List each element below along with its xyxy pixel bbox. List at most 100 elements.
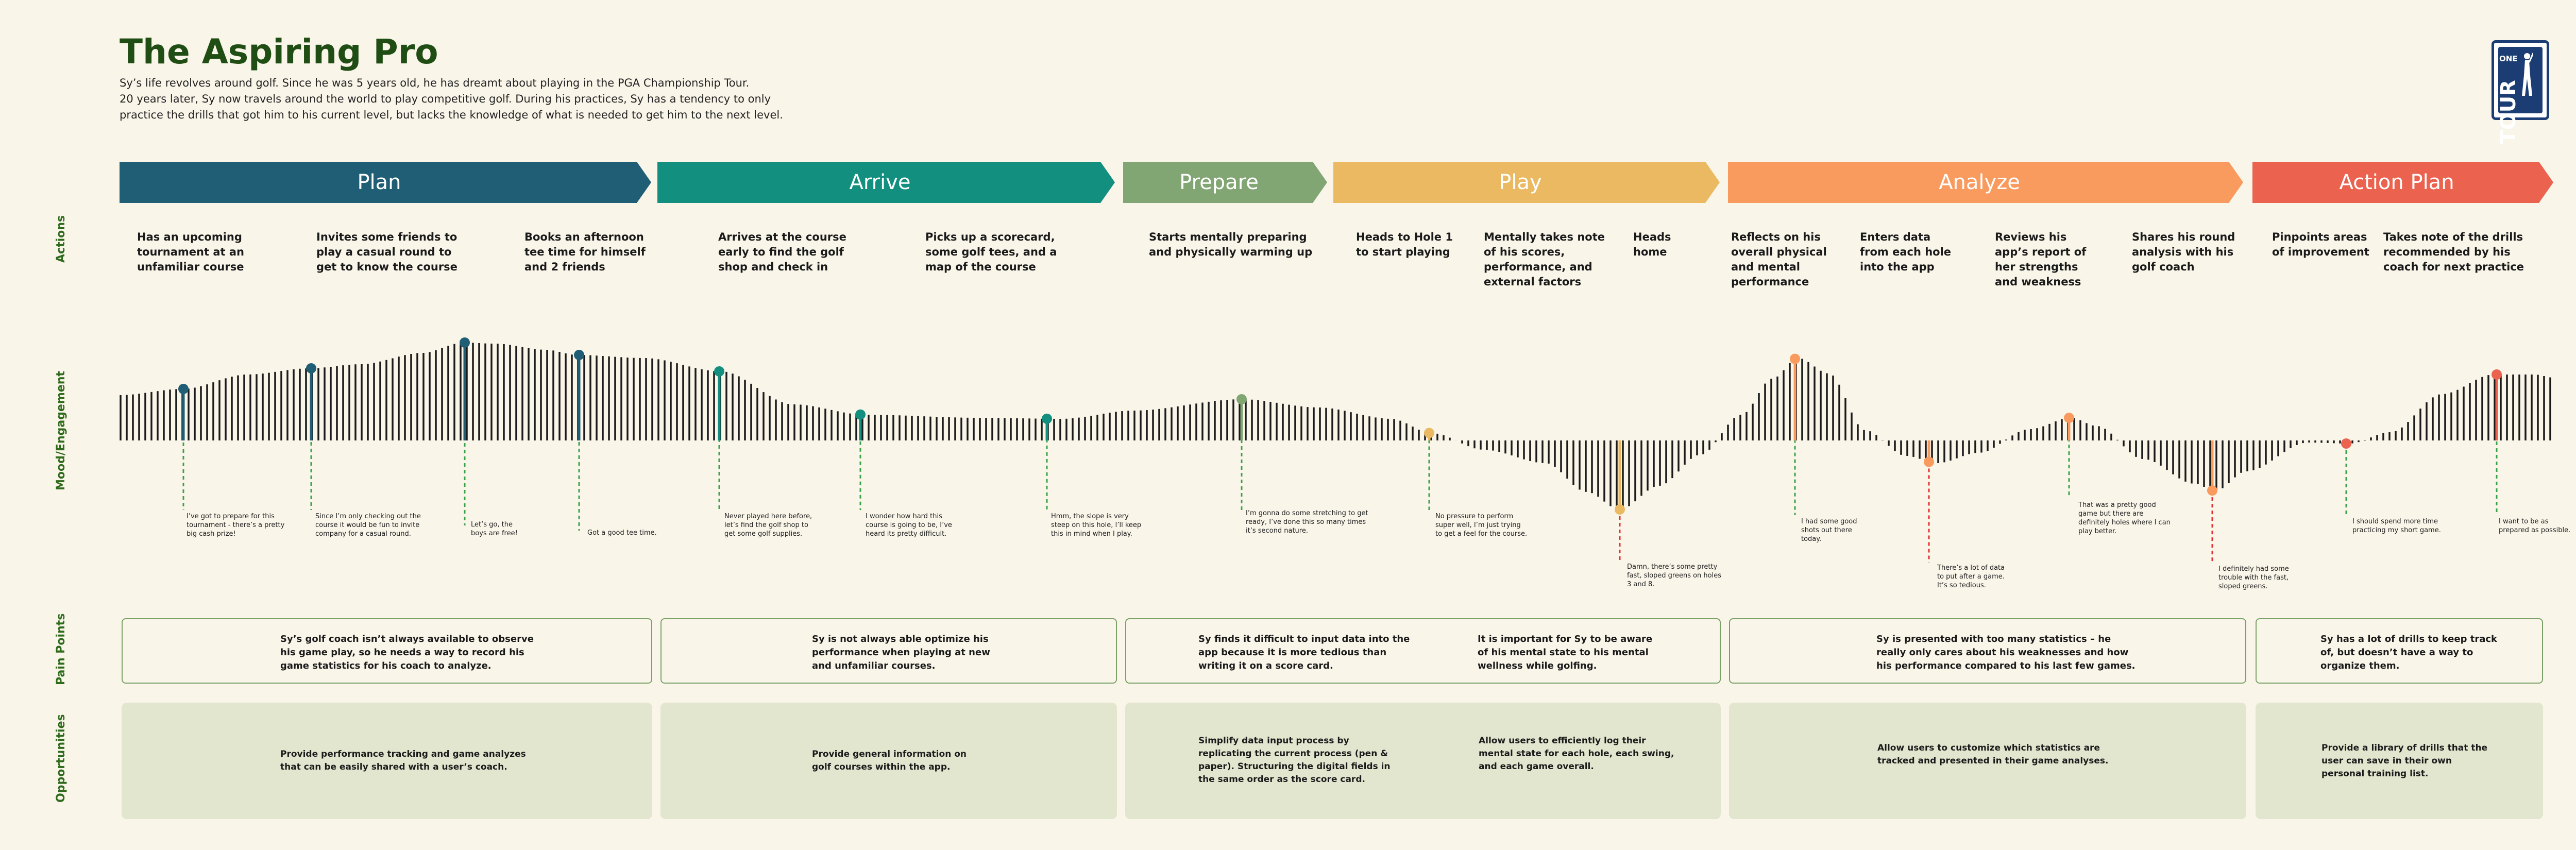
pga-tour-logo: ONE TOUR [2492,40,2549,144]
mood-marker [2341,438,2351,449]
pain-point-card [660,618,1117,684]
stage-analyze: Analyze [1728,162,2243,203]
mood-marker [2207,485,2217,496]
persona-intro: Sy’s life revolves around golf. Since he… [120,75,995,123]
action-line: and physically warming up [1149,246,1313,258]
mood-marker [1424,428,1434,438]
opportunity-line: tracked and presented in their game anal… [1877,756,2109,766]
opportunity-line: mental state for each hole, each swing, [1479,749,1674,759]
action-line: Reflects on his [1731,231,1821,243]
action-line: of his scores, [1484,246,1565,258]
opportunity-line: personal training list. [2321,769,2429,779]
quote-line: prepared as possible. [2499,526,2571,534]
action-line: coach for next practice [2383,261,2524,273]
quote: I should spend more time practicing my sh… [2352,517,2441,535]
action-line: Has an upcoming [137,231,242,243]
quote: I definitely had some trouble with the fa… [2218,565,2289,591]
action-line: her strengths [1995,261,2078,273]
pain-line: Sy is not always able optimize his [812,634,989,644]
pain-line: really only cares about his weaknesses a… [1876,647,2129,658]
pain-point-card [2256,618,2543,684]
opportunity-line: and each game overall. [1479,761,1594,772]
action-item: Enters data from each hole into the app [1860,230,1951,275]
action-line: Takes note of the drills [2383,231,2523,243]
action-line: performance [1731,276,1809,288]
quote-line: sloped greens. [2218,583,2268,590]
stage-arrive: Arrive [657,162,1115,203]
stage-plan: Plan [120,162,651,203]
action-item: Invites some friends to play a casual rou… [316,230,457,275]
opportunity-line: Provide a library of drills that the [2321,743,2488,753]
mood-marker [1790,353,1800,364]
action-line: external factors [1484,276,1582,288]
logo-text-tour: TOUR [2497,80,2520,144]
action-line: Heads [1633,231,1671,243]
quote: Hmm, the slope is very steep on this hole… [1051,512,1141,538]
action-item: Pinpoints areas of improvement [2272,230,2369,260]
quote: That was a pretty good game but there are… [2078,501,2171,536]
journey-stages: Plan Arrive Prepare Play Analyze Action … [0,162,2576,203]
stage-action-plan: Action Plan [2252,162,2553,203]
action-line: Picks up a scorecard, [925,231,1055,243]
quote: I’m gonna do some stretching to get ready… [1246,509,1368,535]
intro-line: 20 years later, Sy now travels around th… [120,93,771,105]
quote-line: No pressure to perform [1435,513,1514,520]
quote-line: There’s a lot of data [1937,564,2005,572]
logo-text-one: ONE [2499,54,2518,63]
quote-line: boys are free! [471,530,518,537]
quote-line: super well, I’m just trying [1435,521,1521,529]
page-title: The Aspiring Pro [120,32,438,72]
pain-line: wellness while golfing. [1478,660,1597,671]
action-line: some golf tees, and a [925,246,1057,258]
quote-line: this in mind when I play. [1051,530,1132,538]
quote-line: practicing my short game. [2352,526,2441,534]
action-line: recommended by his [2383,246,2511,258]
mood-marker [1924,456,1934,467]
pain-line: Sy has a lot of drills to keep track [2320,634,2498,644]
action-line: from each hole [1860,246,1952,258]
opportunity-line: Allow users to efficiently log their [1479,736,1646,746]
quote: Got a good tee time. [587,529,657,537]
quote-line: to put after a game. [1937,573,2005,581]
mood-marker [714,366,724,377]
quote-line: trouble with the fast, [2218,574,2289,582]
opportunity-line: paper). Structuring the digital fields i… [1198,761,1391,772]
action-item: Reviews his app’s report of her strengths a… [1995,230,2086,290]
mood-engagement-graph [120,337,2551,563]
action-item: Books an afternoon tee time for himself an… [524,230,646,275]
action-item: Shares his round analysis with his golf co… [2132,230,2235,275]
opportunity-line: Provide performance tracking and game an… [280,749,526,759]
action-line: Reviews his [1995,231,2067,243]
action-line: Heads to Hole 1 [1356,231,1453,243]
pain-point-text: Sy has a lot of drills to keep track of, … [2320,633,2497,673]
quote-line: to get a feel for the course. [1435,530,1528,538]
action-line: Books an afternoon [524,231,644,243]
intro-line: practice the drills that got him to his … [120,109,783,121]
action-line: Invites some friends to [316,231,457,243]
pain-line: performance when playing at new [812,647,990,658]
action-line: and 2 friends [524,261,605,273]
opportunity-text: Simplify data input process by replicatin… [1198,735,1391,786]
opportunity-card [660,703,1117,819]
opportunity-line: replicating the current process (pen & [1198,749,1388,759]
quote: I had some good shots out there today. [1801,517,1857,543]
quote-line: game but there are [2078,510,2144,518]
golfer-silhouette-icon [2522,53,2533,96]
quote-line: it’s second nature. [1246,527,1308,535]
quote-line: I’m gonna do some stretching to get [1246,509,1368,517]
mood-marker [460,337,470,348]
opportunity-line: the same order as the score card. [1198,774,1365,785]
quote-line: It’s so tedious. [1937,582,1986,589]
quote-line: today. [1801,535,1822,543]
quote-line: ready, I’ve done this so many times [1246,518,1366,526]
opportunity-line: Allow users to customize which statistic… [1877,743,2100,753]
quote-line: course it would be fun to invite [315,521,420,529]
pain-line: his game play, so he needs a way to reco… [280,647,524,658]
opportunity-text: Allow users to customize which statistic… [1877,742,2108,768]
action-item: Has an upcoming tournament at an unfamilia… [137,230,244,275]
pain-point-card [1125,618,1721,684]
quote-line: I’ve got to prepare for this [187,513,275,520]
action-line: of improvement [2272,246,2369,258]
quote: No pressure to perform super well, I’m ju… [1435,512,1527,538]
quote: Let’s go, the boys are free! [471,520,518,538]
